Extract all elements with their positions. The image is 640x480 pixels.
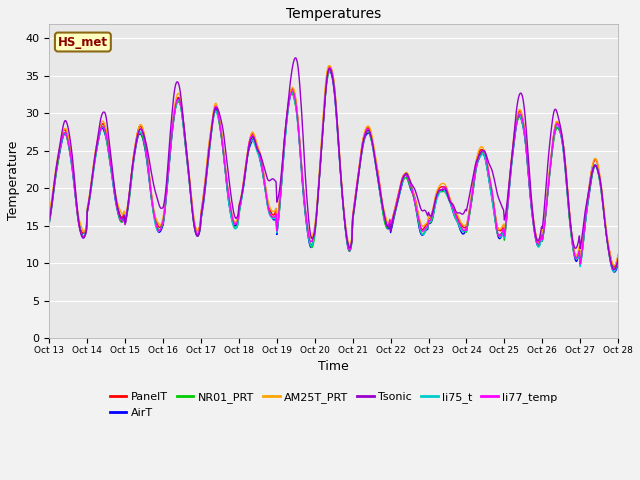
AM25T_PRT (170, 107, 178, 113)
AirT (45, 219, 53, 225)
NR01_PRT (611, 266, 619, 272)
NR01_PRT (45, 219, 53, 225)
AirT (437, 188, 445, 193)
AirT (563, 185, 571, 191)
Tsonic (170, 90, 178, 96)
li75_t (614, 258, 622, 264)
Tsonic (437, 187, 445, 193)
Line: NR01_PRT: NR01_PRT (49, 71, 618, 269)
NR01_PRT (563, 184, 571, 190)
NR01_PRT (170, 113, 178, 119)
AM25T_PRT (195, 228, 202, 233)
AirT (170, 114, 178, 120)
li77_temp (325, 66, 333, 72)
AirT (381, 219, 389, 225)
li75_t (611, 269, 618, 275)
li77_temp (170, 111, 178, 117)
AM25T_PRT (563, 176, 571, 182)
PanelT (170, 109, 178, 115)
Tsonic (614, 257, 622, 263)
li75_t (45, 217, 53, 223)
NR01_PRT (195, 232, 202, 238)
X-axis label: Time: Time (318, 360, 349, 373)
Line: li75_t: li75_t (49, 71, 618, 272)
PanelT (614, 253, 622, 259)
li77_temp (381, 216, 389, 222)
Line: AM25T_PRT: AM25T_PRT (49, 66, 618, 265)
li77_temp (609, 267, 617, 273)
AM25T_PRT (381, 212, 389, 217)
AirT (614, 260, 622, 266)
li75_t (381, 218, 389, 224)
AirT (325, 68, 333, 74)
PanelT (381, 215, 389, 221)
li75_t (325, 69, 333, 74)
li77_temp (437, 187, 445, 193)
AM25T_PRT (325, 63, 333, 69)
Tsonic (292, 55, 300, 61)
AirT (195, 231, 202, 237)
Line: PanelT: PanelT (49, 66, 618, 267)
AM25T_PRT (45, 211, 53, 216)
Tsonic (195, 232, 202, 238)
AM25T_PRT (614, 252, 622, 257)
Tsonic (45, 217, 53, 223)
PanelT (326, 63, 333, 69)
Line: Tsonic: Tsonic (49, 58, 618, 270)
Text: HS_met: HS_met (58, 36, 108, 48)
NR01_PRT (381, 221, 389, 227)
li75_t (326, 68, 333, 73)
AM25T_PRT (326, 63, 333, 69)
PanelT (437, 184, 445, 190)
li77_temp (563, 180, 571, 186)
Tsonic (611, 267, 618, 273)
li75_t (170, 112, 178, 118)
li75_t (195, 231, 202, 237)
PanelT (325, 64, 333, 70)
li77_temp (614, 255, 622, 261)
Line: AirT: AirT (49, 71, 618, 272)
li77_temp (326, 65, 333, 71)
NR01_PRT (325, 69, 333, 75)
Title: Temperatures: Temperatures (286, 7, 381, 21)
PanelT (45, 214, 53, 220)
PanelT (195, 227, 202, 232)
li75_t (437, 187, 445, 193)
NR01_PRT (326, 68, 333, 74)
li77_temp (195, 230, 202, 236)
Legend: PanelT, AirT, NR01_PRT, AM25T_PRT, Tsonic, li75_t, li77_temp: PanelT, AirT, NR01_PRT, AM25T_PRT, Tsoni… (106, 388, 562, 422)
li77_temp (45, 217, 53, 223)
Y-axis label: Temperature: Temperature (7, 141, 20, 220)
AM25T_PRT (611, 262, 618, 268)
Tsonic (326, 66, 333, 72)
PanelT (563, 177, 571, 182)
Tsonic (563, 180, 571, 186)
li75_t (563, 182, 571, 188)
AirT (326, 68, 333, 73)
AirT (611, 269, 618, 275)
Tsonic (381, 216, 389, 222)
PanelT (611, 264, 618, 270)
Line: li77_temp: li77_temp (49, 68, 618, 270)
AM25T_PRT (437, 181, 445, 187)
NR01_PRT (614, 258, 622, 264)
NR01_PRT (437, 189, 445, 194)
